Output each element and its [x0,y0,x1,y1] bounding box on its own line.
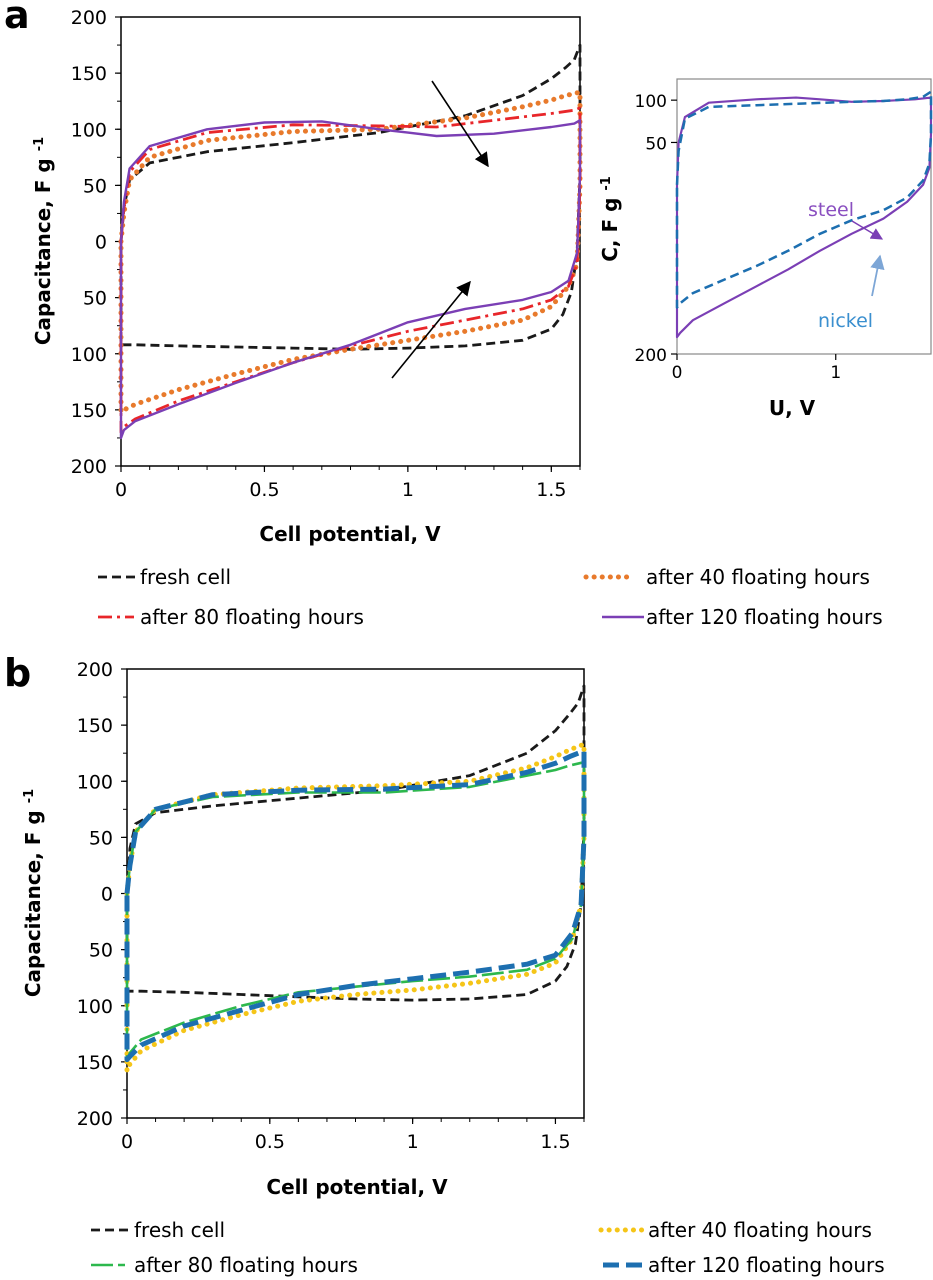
y-tick-label: 150 [71,63,107,85]
x-tick-label: 1.5 [536,479,566,501]
y-tick-label: 150 [77,1052,113,1074]
legend-label: after 40 floating hours [646,565,870,589]
y-tick-label: 200 [71,7,107,29]
panel-a-frame [120,16,581,467]
legend-label: after 80 floating hours [140,605,364,629]
y-tick-label: 50 [89,827,113,849]
panel-b-series [124,684,587,1074]
y-tick-label: 200 [71,456,107,478]
panel-a-chart: 0 0.5 1 1.5 200 150 100 50 0 50 100 150 200 Cell pot… [31,7,583,546]
panel-b-xlabel: Cell potential, V [266,1175,448,1199]
legend-label: after 120 floating hours [646,605,883,629]
x-tick-label: 0.5 [249,479,279,501]
trend-arrow-up [391,280,471,379]
legend-label: fresh cell [140,565,231,589]
legend-label: after 80 floating hours [134,1253,358,1277]
x-tick-label: 0 [115,479,127,501]
series-after-80-floating-hours [119,106,582,434]
inset-frame [676,78,932,355]
y-tick-label: 100 [77,771,113,793]
x-tick-label: 1 [407,1131,419,1153]
series-after-120-floating-hours [119,119,582,440]
y-tick-label: 50 [645,134,667,154]
series-steel [675,96,933,339]
x-tick-label: 1.5 [540,1131,570,1153]
panel-a-letter: a [4,0,30,37]
panel-b-legend: fresh cell after 40 floating hours after 8… [91,1218,885,1277]
y-tick-label: 200 [77,1108,113,1130]
y-tick-label: 100 [71,344,107,366]
inset-nickel-arrow [870,254,885,297]
panel-a-xlabel: Cell potential, V [259,522,441,546]
y-tick-label: 200 [77,659,113,681]
panel-b-chart: 0 0.5 1 1.5 200 150 100 50 0 50 100 150 200 Cell pot… [21,659,587,1199]
y-tick-label: 50 [83,288,107,310]
legend-label: after 120 floating hours [648,1253,885,1277]
inset-ticks: 0 1 100 50 200 [635,92,842,383]
inset-annotation-steel: steel [808,199,854,221]
inset-xlabel: U, V [769,396,816,420]
series-fresh-cell [125,684,586,1002]
series-fresh-cell [119,43,582,351]
inset-series [675,90,933,339]
series-after-40-floating-hours [118,89,583,415]
y-tick-label: 100 [635,92,667,112]
x-tick-label: 1 [402,479,414,501]
inset-steel-arrow [851,220,884,240]
panel-b-letter: b [4,651,31,695]
legend-label: after 40 floating hours [648,1218,872,1242]
y-tick-label: 0 [95,232,107,254]
y-tick-label: 0 [101,884,113,906]
panel-b-ticks: 0 0.5 1 1.5 200 150 100 50 0 50 100 150 200 [77,659,585,1153]
y-tick-label: 50 [83,175,107,197]
panel-a-inset-chart: 0 1 100 50 200 U, V C, F g -1 steel nickel [598,78,933,420]
legend-label: fresh cell [134,1218,225,1242]
trend-arrow-down [431,80,489,168]
series-after-120-floating-hours [124,748,587,1063]
y-tick-label: 200 [635,346,667,366]
y-tick-label: 100 [71,119,107,141]
x-tick-label: 0.5 [255,1131,285,1153]
y-tick-label: 100 [77,996,113,1018]
x-tick-label: 1 [830,363,841,383]
panel-b-frame [126,668,585,1119]
panel-a-ticks: 0 0.5 1 1.5 200 150 100 50 0 50 100 150 200 [71,7,581,501]
x-tick-label: 0 [672,363,683,383]
y-tick-label: 150 [77,715,113,737]
panel-a-ylabel: Capacitance, F g -1 [31,137,55,345]
panel-a-legend: fresh cell after 40 floating hours after 8… [98,565,883,629]
series-nickel [675,90,933,309]
x-tick-label: 0 [121,1131,133,1153]
panel-a-series [118,43,583,440]
inset-ylabel: C, F g -1 [598,176,622,262]
inset-annotation-nickel: nickel [818,310,873,332]
y-tick-label: 50 [89,940,113,962]
panel-b-ylabel: Capacitance, F g -1 [21,789,45,997]
y-tick-label: 150 [71,400,107,422]
